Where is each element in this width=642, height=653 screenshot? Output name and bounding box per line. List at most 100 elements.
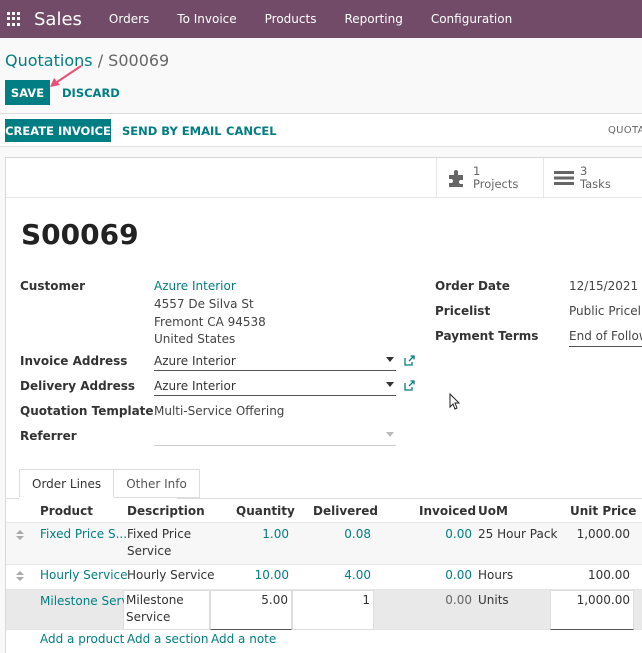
invoice-address-value: Azure Interior bbox=[154, 354, 236, 368]
customer-address-street: 4557 De Silva St bbox=[154, 297, 254, 311]
line-description[interactable]: Milestone Service bbox=[126, 593, 184, 624]
menu-products[interactable]: Products bbox=[264, 12, 317, 26]
smart-buttons: 1 Projects 3 Tasks bbox=[6, 158, 642, 198]
delivery-address-select[interactable]: Azure Interior bbox=[154, 376, 396, 396]
line-invoiced[interactable]: 0.00 bbox=[445, 527, 472, 541]
customer-address-city: Fremont CA 94538 bbox=[154, 315, 266, 329]
column-invoiced[interactable]: Invoiced bbox=[419, 504, 477, 518]
send-by-email-button[interactable]: SEND BY EMAIL bbox=[122, 124, 222, 138]
tab-other-info[interactable]: Other Info bbox=[114, 469, 200, 498]
top-navbar: Sales Orders To Invoice Products Reporti… bbox=[0, 0, 642, 38]
order-date-value[interactable]: 12/15/2021 14 bbox=[569, 279, 642, 293]
table-row[interactable] bbox=[6, 565, 642, 590]
external-link-icon[interactable] bbox=[404, 355, 415, 366]
delivery-address-label: Delivery Address bbox=[20, 379, 136, 393]
add-section-link[interactable]: Add a section bbox=[127, 632, 209, 646]
description-input[interactable] bbox=[123, 590, 210, 630]
puzzle-icon bbox=[449, 169, 463, 187]
table-row[interactable] bbox=[6, 523, 642, 565]
line-quantity[interactable]: 10.00 bbox=[254, 568, 289, 582]
add-product-link[interactable]: Add a product bbox=[40, 632, 125, 646]
line-invoiced: 0.00 bbox=[445, 593, 472, 607]
line-description[interactable]: Hourly Service bbox=[127, 568, 215, 582]
customer-label: Customer bbox=[20, 279, 86, 293]
line-uom[interactable]: Units bbox=[478, 593, 509, 607]
line-product[interactable]: Milestone Servic bbox=[40, 594, 124, 608]
tasks-smart-button[interactable]: 3 Tasks bbox=[543, 158, 642, 197]
line-product[interactable]: Fixed Price S... bbox=[40, 527, 128, 541]
column-uom[interactable]: UoM bbox=[478, 504, 508, 518]
menu-reporting[interactable]: Reporting bbox=[344, 12, 403, 26]
line-description[interactable]: Fixed Price Service bbox=[127, 527, 192, 558]
customer-address-country: United States bbox=[154, 332, 236, 346]
chevron-down-icon bbox=[386, 357, 394, 362]
quantity-input[interactable] bbox=[210, 590, 292, 630]
column-delivered[interactable]: Delivered bbox=[313, 504, 378, 518]
breadcrumb-quotations[interactable]: Quotations bbox=[5, 51, 93, 70]
tasks-count: 3 bbox=[580, 163, 588, 178]
line-unit-price[interactable]: 1,000.00 bbox=[576, 593, 630, 607]
tab-divider bbox=[6, 498, 19, 499]
projects-label: Projects bbox=[473, 176, 519, 191]
line-quantity[interactable]: 1.00 bbox=[262, 527, 289, 541]
projects-count: 1 bbox=[473, 163, 481, 178]
delivered-input[interactable] bbox=[292, 590, 374, 630]
pricelist-value[interactable]: Public Pricelist bbox=[569, 304, 642, 318]
discard-button[interactable]: DISCARD bbox=[62, 86, 120, 100]
tab-divider bbox=[177, 498, 642, 499]
chevron-down-icon bbox=[386, 432, 394, 437]
invoice-address-label: Invoice Address bbox=[20, 354, 128, 368]
menu-configuration[interactable]: Configuration bbox=[430, 12, 513, 26]
customer-link[interactable]: Azure Interior bbox=[154, 279, 236, 293]
column-description[interactable]: Description bbox=[127, 504, 205, 518]
tasks-label: Tasks bbox=[580, 176, 611, 191]
divider bbox=[0, 113, 642, 114]
unit-price-input[interactable] bbox=[550, 590, 634, 630]
payment-terms-value[interactable]: End of Followi bbox=[569, 329, 642, 347]
projects-smart-button[interactable]: 1 Projects bbox=[436, 158, 543, 197]
column-quantity[interactable]: Quantity bbox=[236, 504, 295, 518]
save-button[interactable]: SAVE bbox=[5, 80, 50, 105]
line-uom[interactable]: 25 Hour Pack bbox=[478, 527, 558, 541]
line-quantity[interactable]: 5.00 bbox=[261, 593, 288, 607]
payment-terms-label: Payment Terms bbox=[435, 329, 539, 343]
line-uom[interactable]: Hours bbox=[478, 568, 514, 582]
menu-to-invoice[interactable]: To Invoice bbox=[177, 12, 237, 26]
add-note-link[interactable]: Add a note bbox=[211, 632, 277, 646]
column-unit-price[interactable]: Unit Price bbox=[570, 504, 637, 518]
quotation-template-label: Quotation Template bbox=[20, 404, 154, 418]
breadcrumb-current: S00069 bbox=[108, 51, 170, 70]
main-menu: Orders To Invoice Products Reporting Con… bbox=[95, 12, 526, 26]
referrer-select[interactable] bbox=[154, 426, 396, 446]
status-quotation[interactable]: QUOTATI bbox=[608, 125, 642, 136]
apps-menu-icon[interactable] bbox=[7, 12, 21, 26]
form-sheet: 1 Projects 3 Tasks S00069 Customer Azure… bbox=[5, 157, 642, 653]
app-name[interactable]: Sales bbox=[34, 8, 82, 30]
breadcrumb-separator: / bbox=[97, 51, 104, 70]
menu-orders[interactable]: Orders bbox=[108, 12, 150, 26]
invoice-address-select[interactable]: Azure Interior bbox=[154, 351, 396, 371]
line-product[interactable]: Hourly Service bbox=[40, 568, 128, 582]
header-divider bbox=[6, 522, 642, 523]
delivery-address-value: Azure Interior bbox=[154, 379, 236, 393]
annotation-arrow-icon bbox=[50, 65, 82, 87]
drag-handle-icon[interactable] bbox=[16, 530, 24, 540]
referrer-label: Referrer bbox=[20, 429, 77, 443]
external-link-icon[interactable] bbox=[404, 380, 415, 391]
create-invoice-button[interactable]: CREATE INVOICE bbox=[5, 119, 111, 142]
order-date-label: Order Date bbox=[435, 279, 510, 293]
quotation-template-value[interactable]: Multi-Service Offering bbox=[154, 404, 285, 418]
order-title: S00069 bbox=[21, 218, 139, 251]
line-unit-price[interactable]: 1,000.00 bbox=[576, 527, 630, 541]
cancel-button[interactable]: CANCEL bbox=[226, 124, 277, 138]
tab-order-lines[interactable]: Order Lines bbox=[19, 469, 115, 498]
line-unit-price[interactable]: 100.00 bbox=[588, 568, 630, 582]
line-delivered[interactable]: 1 bbox=[362, 593, 370, 607]
line-invoiced[interactable]: 0.00 bbox=[445, 568, 472, 582]
line-delivered[interactable]: 0.08 bbox=[344, 527, 371, 541]
line-delivered[interactable]: 4.00 bbox=[344, 568, 371, 582]
tasks-icon bbox=[554, 170, 574, 185]
column-product[interactable]: Product bbox=[40, 504, 93, 518]
drag-handle-icon[interactable] bbox=[16, 571, 24, 581]
mouse-cursor-icon bbox=[449, 393, 461, 410]
